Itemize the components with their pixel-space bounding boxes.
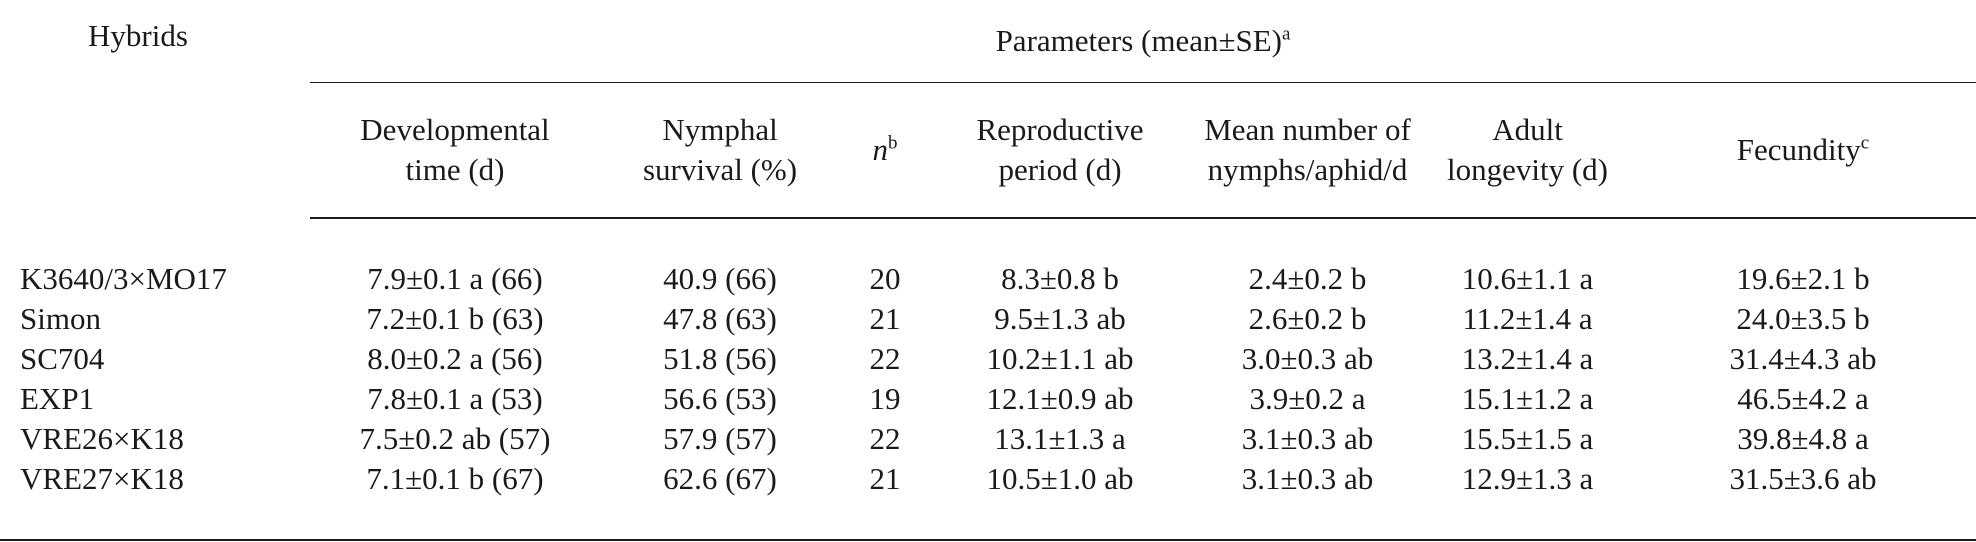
cell-reproductive-period: 13.1±1.3 a xyxy=(994,421,1126,456)
cell-reproductive-period: 10.2±1.1 ab xyxy=(986,341,1134,376)
cell-adult-longevity: 15.5±1.5 a xyxy=(1461,421,1594,456)
cell-developmental-time: 7.9±0.1 a (66) xyxy=(367,261,543,296)
cell-n: 19 xyxy=(869,381,901,416)
cell-nymphal-survival: 47.8 (63) xyxy=(663,301,777,336)
cell-mean-nymphs: 3.1±0.3 ab xyxy=(1241,461,1374,496)
cell-developmental-time: 7.8±0.1 a (53) xyxy=(367,381,543,416)
col-n: nb xyxy=(840,82,930,219)
parameters-group-header: Parameters (mean±SE)a xyxy=(995,23,1291,58)
cell-n: 21 xyxy=(869,461,901,496)
cell-adult-longevity: 11.2±1.4 a xyxy=(1462,301,1593,336)
col-developmental-time: Developmental time (d) xyxy=(310,82,600,219)
cell-adult-longevity: 13.2±1.4 a xyxy=(1461,341,1594,376)
cell-n: 21 xyxy=(869,301,901,336)
cell-fecundity: 31.5±3.6 ab xyxy=(1729,461,1877,496)
cell-fecundity: 46.5±4.2 a xyxy=(1737,381,1869,416)
cell-fecundity: 39.8±4.8 a xyxy=(1737,421,1869,456)
cell-fecundity: 19.6±2.1 b xyxy=(1736,261,1870,296)
cell-mean-nymphs: 3.1±0.3 ab xyxy=(1241,421,1374,456)
cell-adult-longevity: 10.6±1.1 a xyxy=(1461,261,1594,296)
cell-fecundity: 31.4±4.3 ab xyxy=(1729,341,1877,376)
col-reproductive-period: Reproductive period (d) xyxy=(930,82,1190,219)
cell-n: 22 xyxy=(869,421,901,456)
cell-nymphal-survival: 62.6 (67) xyxy=(663,461,777,496)
cell-hybrid: K3640/3×MO17 xyxy=(20,261,227,296)
cell-n: 20 xyxy=(869,261,901,296)
cell-fecundity: 24.0±3.5 b xyxy=(1736,301,1870,336)
table-row: K3640/3×MO17 7.9±0.1 a (66) 40.9 (66) 20 8.3… xyxy=(0,259,1976,299)
cell-developmental-time: 7.5±0.2 ab (57) xyxy=(359,421,551,456)
table-row: VRE26×K18 7.5±0.2 ab (57) 57.9 (57) 22 13.1±… xyxy=(0,419,1976,459)
cell-nymphal-survival: 40.9 (66) xyxy=(663,261,777,296)
table-row: Simon 7.2±0.1 b (63) 47.8 (63) 21 9.5±1.3 ab… xyxy=(0,299,1976,339)
cell-reproductive-period: 8.3±0.8 b xyxy=(1001,261,1119,296)
cell-mean-nymphs: 3.9±0.2 a xyxy=(1249,381,1366,416)
table-row: SC704 8.0±0.2 a (56) 51.8 (56) 22 10.2±1.1 a… xyxy=(0,339,1976,379)
cell-hybrid: Simon xyxy=(20,301,101,336)
cell-n: 22 xyxy=(869,341,901,376)
cell-adult-longevity: 15.1±1.2 a xyxy=(1461,381,1594,416)
table-row: EXP1 7.8±0.1 a (53) 56.6 (53) 19 12.1±0.9 ab… xyxy=(0,379,1976,419)
table-row: VRE27×K18 7.1±0.1 b (67) 62.6 (67) 21 10.5±1… xyxy=(0,459,1976,499)
hybrids-header: Hybrids xyxy=(88,18,188,53)
cell-developmental-time: 7.1±0.1 b (67) xyxy=(366,461,544,496)
col-fecundity: Fecundityc xyxy=(1630,82,1976,219)
cell-mean-nymphs: 3.0±0.3 ab xyxy=(1241,341,1374,376)
col-mean-nymphs: Mean number of nymphs/aphid/d xyxy=(1190,82,1425,219)
cell-reproductive-period: 12.1±0.9 ab xyxy=(986,381,1134,416)
cell-nymphal-survival: 57.9 (57) xyxy=(663,421,777,456)
col-nymphal-survival: Nymphal survival (%) xyxy=(600,82,840,219)
cell-hybrid: VRE27×K18 xyxy=(20,461,184,496)
cell-hybrid: VRE26×K18 xyxy=(20,421,184,456)
cell-nymphal-survival: 56.6 (53) xyxy=(663,381,777,416)
cell-nymphal-survival: 51.8 (56) xyxy=(663,341,777,376)
cell-developmental-time: 7.2±0.1 b (63) xyxy=(366,301,544,336)
cell-mean-nymphs: 2.4±0.2 b xyxy=(1248,261,1367,296)
col-adult-longevity: Adult longevity (d) xyxy=(1425,82,1630,219)
cell-developmental-time: 8.0±0.2 a (56) xyxy=(367,341,543,376)
cell-hybrid: EXP1 xyxy=(20,381,95,416)
table-body: K3640/3×MO17 7.9±0.1 a (66) 40.9 (66) 20 8.3… xyxy=(0,218,1976,541)
cell-mean-nymphs: 2.6±0.2 b xyxy=(1248,301,1367,336)
cell-hybrid: SC704 xyxy=(20,341,105,376)
cell-reproductive-period: 10.5±1.0 ab xyxy=(986,461,1134,496)
cell-adult-longevity: 12.9±1.3 a xyxy=(1461,461,1594,496)
cell-reproductive-period: 9.5±1.3 ab xyxy=(994,301,1126,336)
